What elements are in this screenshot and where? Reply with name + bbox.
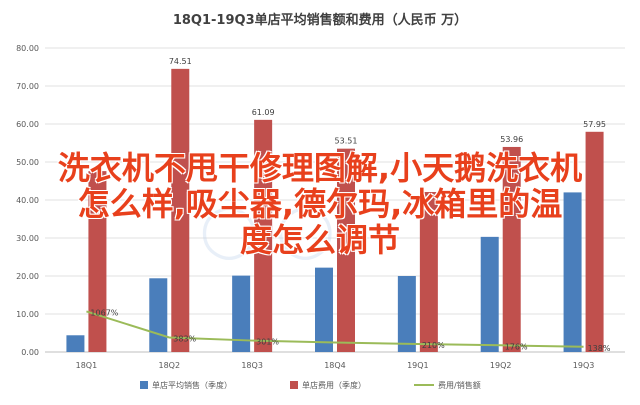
legend-swatch — [140, 381, 148, 389]
y-tick-label: 30.00 — [16, 234, 39, 243]
legend-swatch — [290, 381, 298, 389]
x-tick-label: 18Q3 — [241, 361, 263, 370]
bar-cost — [254, 119, 273, 352]
chart-title: 18Q1-19Q3单店平均销售额和费用（人民币 万） — [173, 12, 467, 28]
bar-cost — [585, 131, 604, 352]
bar-sales — [149, 278, 168, 352]
bar-cost — [502, 146, 521, 352]
x-axis-ticks: 18Q1 18Q2 18Q3 18Q4 19Q1 19Q2 19Q3 — [76, 361, 595, 370]
legend-label: 单店平均销售（季度） — [152, 380, 232, 390]
bar-sales — [480, 236, 499, 352]
y-tick-label: 60.00 — [16, 120, 39, 129]
bar-sales — [315, 267, 333, 352]
legend-label: 费用/销售额 — [438, 380, 481, 390]
bar-data-label: 53.96 — [500, 135, 523, 144]
bar-sales — [397, 276, 416, 352]
bar-sales — [232, 275, 251, 352]
ratio-line-series — [86, 310, 584, 348]
bar-cost — [88, 171, 107, 352]
y-tick-label: 40.00 — [16, 196, 39, 205]
bar-sales — [563, 192, 582, 352]
bar-cost — [419, 192, 438, 352]
bar-series — [66, 68, 604, 352]
x-tick-label: 19Q1 — [407, 361, 429, 370]
x-tick-label: 18Q2 — [158, 361, 180, 370]
y-tick-label: 50.00 — [16, 158, 39, 167]
legend-label: 单店费用（季度） — [302, 380, 366, 390]
data-labels: 74.51 61.09 53.51 53.96 57.95 1067% 383% 301% 21… — [90, 57, 610, 353]
y-tick-label: 20.00 — [16, 272, 39, 281]
line-data-label: 301% — [256, 338, 279, 347]
x-tick-label: 18Q1 — [76, 361, 98, 370]
bar-cost — [171, 68, 190, 352]
ratio-line — [86, 310, 584, 348]
bar-cost — [337, 148, 355, 352]
line-data-label: 210% — [422, 341, 445, 350]
grid-lines — [45, 47, 625, 353]
bar-data-label: 61.09 — [252, 108, 275, 117]
bar-sales — [66, 335, 85, 352]
y-tick-label: 10.00 — [16, 310, 39, 319]
y-tick-label: 0.00 — [21, 348, 39, 357]
bar-data-label: 74.51 — [169, 57, 192, 66]
line-data-label: 1067% — [90, 308, 118, 317]
x-tick-label: 19Q3 — [573, 361, 595, 370]
x-tick-label: 19Q2 — [490, 361, 512, 370]
bar-data-label: 53.51 — [335, 137, 358, 146]
y-tick-label: 80.00 — [16, 44, 39, 53]
y-tick-label: 70.00 — [16, 82, 39, 91]
chart-legend: 单店平均销售（季度） 单店费用（季度） 费用/销售额 — [140, 380, 481, 390]
x-tick-label: 18Q4 — [324, 361, 346, 370]
line-data-label: 176% — [505, 342, 528, 351]
y-axis-ticks: 0.00 10.00 20.00 30.00 40.00 50.00 60.00 70.00 8… — [16, 44, 39, 357]
line-data-label: 138% — [588, 344, 611, 353]
bar-data-label: 57.95 — [583, 120, 606, 129]
line-data-label: 383% — [173, 334, 196, 343]
